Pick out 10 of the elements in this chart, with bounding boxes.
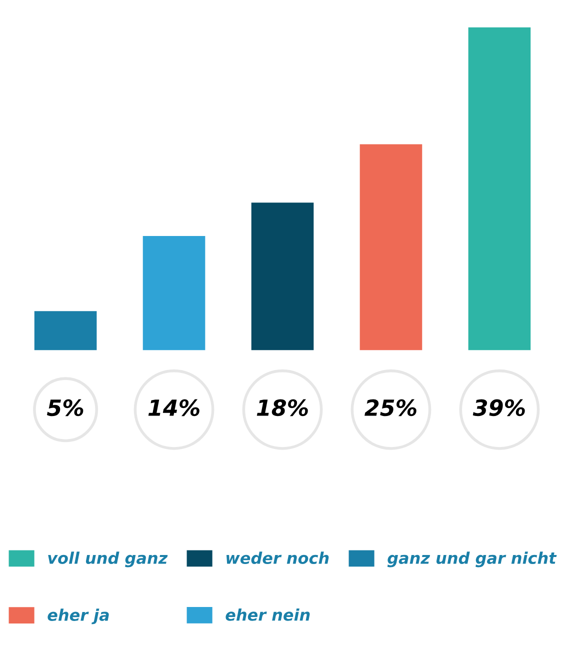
data-label: 14% bbox=[148, 399, 200, 416]
legend-label: eher nein bbox=[226, 608, 310, 621]
legend-label: ganz und gar nicht bbox=[387, 552, 557, 568]
legend-label: eher ja bbox=[48, 608, 109, 624]
data-label: 18% bbox=[256, 399, 308, 416]
legend-label: weder noch bbox=[226, 552, 329, 564]
data-label: 25% bbox=[364, 399, 416, 416]
data-label: 39% bbox=[472, 399, 525, 416]
data-label: 5% bbox=[46, 399, 84, 416]
legend-label: voll und ganz bbox=[48, 552, 168, 568]
